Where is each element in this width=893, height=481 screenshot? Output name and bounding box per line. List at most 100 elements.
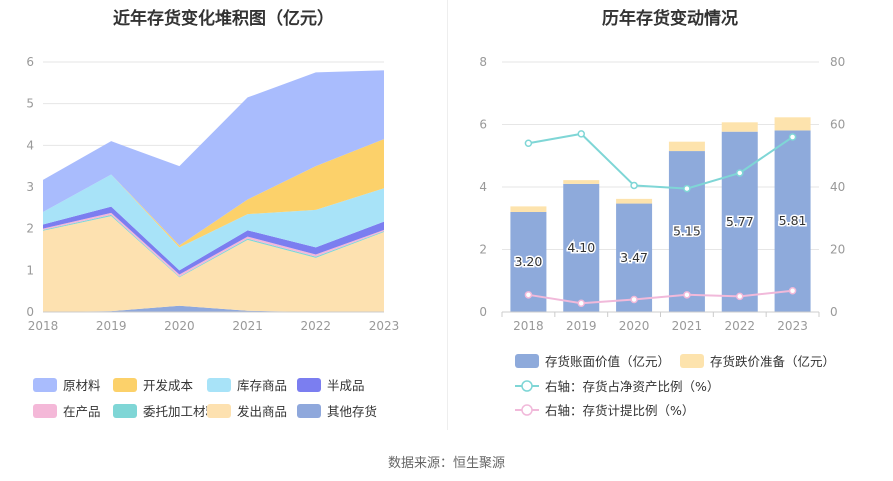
stacked-area-chart: 0 1 2 3 4 5 6 2018 2019 2020 2021 2022 2023 原材料 开发成本 库存…	[26, 55, 400, 419]
data-source: 数据来源：恒生聚源	[387, 456, 505, 471]
bar-data-label: 5.77	[726, 214, 754, 229]
x-tick-label: 2018	[28, 319, 59, 333]
line-右轴：存货占净资产比例（%）	[528, 132, 794, 190]
y-tick-label: 0	[26, 305, 34, 319]
bar-存货跌价准备（亿元）	[616, 198, 653, 204]
area-series-发出商品	[43, 216, 384, 312]
bar-存货账面价值（亿元）	[616, 203, 653, 312]
area-series-在产品	[43, 212, 384, 277]
x-tick-label: 2023	[369, 319, 400, 333]
bar-存货账面价值（亿元）	[774, 130, 811, 312]
y-tick-label: 3	[26, 180, 34, 194]
bar-存货账面价值（亿元）	[563, 183, 600, 312]
legend-label: 在产品	[63, 404, 101, 419]
x-tick-label: 2023	[777, 319, 808, 333]
x-tick-label: 2021	[232, 319, 263, 333]
legend-swatch	[297, 404, 321, 418]
area-series-委托加工材料	[43, 214, 384, 278]
line-point	[630, 295, 638, 304]
x-tick-label: 2020	[619, 319, 650, 333]
bar-data-label: 5.81	[779, 213, 807, 228]
area-series-其他存货	[43, 305, 384, 312]
y-tick-label: 2	[479, 243, 487, 257]
x-tick-label: 2018	[513, 319, 544, 333]
legend-swatch	[33, 404, 57, 418]
line-point	[524, 139, 533, 147]
line-point	[524, 291, 533, 299]
area-series-半成品	[43, 206, 384, 275]
y2-tick-label: 60	[830, 118, 845, 132]
legend-label: 存货账面价值（亿元）	[545, 354, 670, 369]
legend-swatch	[515, 354, 539, 368]
y-tick-label: 6	[26, 55, 34, 69]
line-右轴：存货计提比例（%）	[528, 289, 793, 305]
legend-label: 存货跌价准备（亿元）	[710, 354, 835, 369]
bar-存货跌价准备（亿元）	[774, 117, 811, 131]
legend-swatch	[33, 378, 57, 392]
area-series-开发成本	[43, 139, 384, 248]
legend-label: 开发成本	[143, 378, 194, 393]
y2-tick-label: 80	[830, 55, 845, 69]
y-tick-label: 2	[26, 222, 34, 236]
bar-存货跌价准备（亿元）	[510, 206, 547, 212]
x-tick-label: 2020	[164, 319, 195, 333]
area-series-原材料	[43, 70, 384, 246]
line-point	[736, 292, 744, 301]
bar-存货跌价准备（亿元）	[668, 141, 705, 152]
y-tick-label: 5	[26, 97, 34, 111]
line-point	[630, 181, 638, 190]
line-point	[788, 287, 797, 295]
legend-label: 库存商品	[237, 378, 287, 393]
x-tick-label: 2019	[96, 319, 127, 333]
legend-marker	[521, 380, 533, 392]
x-tick-label: 2021	[672, 319, 703, 333]
y-tick-label: 4	[26, 138, 34, 152]
bar-存货跌价准备（亿元）	[563, 180, 600, 184]
bar-存货账面价值（亿元）	[721, 131, 758, 312]
left-chart-title: 近年存货变化堆积图（亿元）	[113, 9, 334, 29]
y-tick-label: 0	[479, 305, 487, 319]
line-point	[736, 169, 744, 177]
legend-label: 原材料	[63, 378, 101, 393]
area-series-库存商品	[43, 174, 384, 271]
bar-data-label: 3.47	[620, 250, 648, 265]
legend-label: 右轴：存货占净资产比例（%）	[545, 379, 719, 394]
legend-label: 发出商品	[237, 404, 287, 419]
bar-data-label: 3.20	[514, 254, 542, 269]
x-tick-label: 2022	[301, 319, 332, 333]
legend-swatch	[207, 404, 231, 418]
line-point	[577, 130, 585, 138]
left-chart-panel: 近年存货变化堆积图（亿元） 0 1 2 3 4 5 6 2018 2019 2020 2021 202…	[0, 0, 447, 430]
panel-divider	[447, 0, 448, 430]
y2-tick-label: 0	[830, 305, 838, 319]
bar-data-label: 4.10	[567, 240, 595, 255]
line-point	[577, 299, 585, 307]
bar-data-label: 5.15	[673, 224, 701, 239]
right-chart-title: 历年存货变动情况	[602, 9, 738, 29]
line-point	[683, 184, 691, 193]
legend-label: 半成品	[327, 378, 365, 393]
bar-存货账面价值（亿元）	[668, 151, 705, 312]
legend-marker	[521, 404, 533, 416]
legend-swatch	[297, 378, 321, 392]
y-tick-label: 6	[479, 118, 487, 132]
legend-swatch	[680, 354, 704, 368]
right-chart-panel: 历年存货变动情况 0 2 4 6 8 0 20 40 60 80 2018 2019 2020 2021 2…	[447, 0, 893, 430]
x-tick-label: 2022	[724, 319, 755, 333]
bar-存货跌价准备（亿元）	[721, 122, 758, 132]
legend-swatch	[113, 404, 137, 418]
legend-swatch	[113, 378, 137, 392]
y-tick-label: 4	[479, 180, 487, 194]
y2-tick-label: 40	[830, 180, 845, 194]
y-tick-label: 1	[26, 263, 34, 277]
y-tick-label: 8	[479, 55, 487, 69]
y2-tick-label: 20	[830, 243, 845, 257]
legend-swatch	[207, 378, 231, 392]
legend-label: 委托加工材料	[143, 404, 219, 419]
line-point	[683, 291, 691, 299]
line-point	[788, 133, 797, 141]
legend-label: 其他存货	[327, 404, 377, 419]
legend-label: 右轴：存货计提比例（%）	[545, 403, 694, 418]
x-tick-label: 2019	[566, 319, 597, 333]
